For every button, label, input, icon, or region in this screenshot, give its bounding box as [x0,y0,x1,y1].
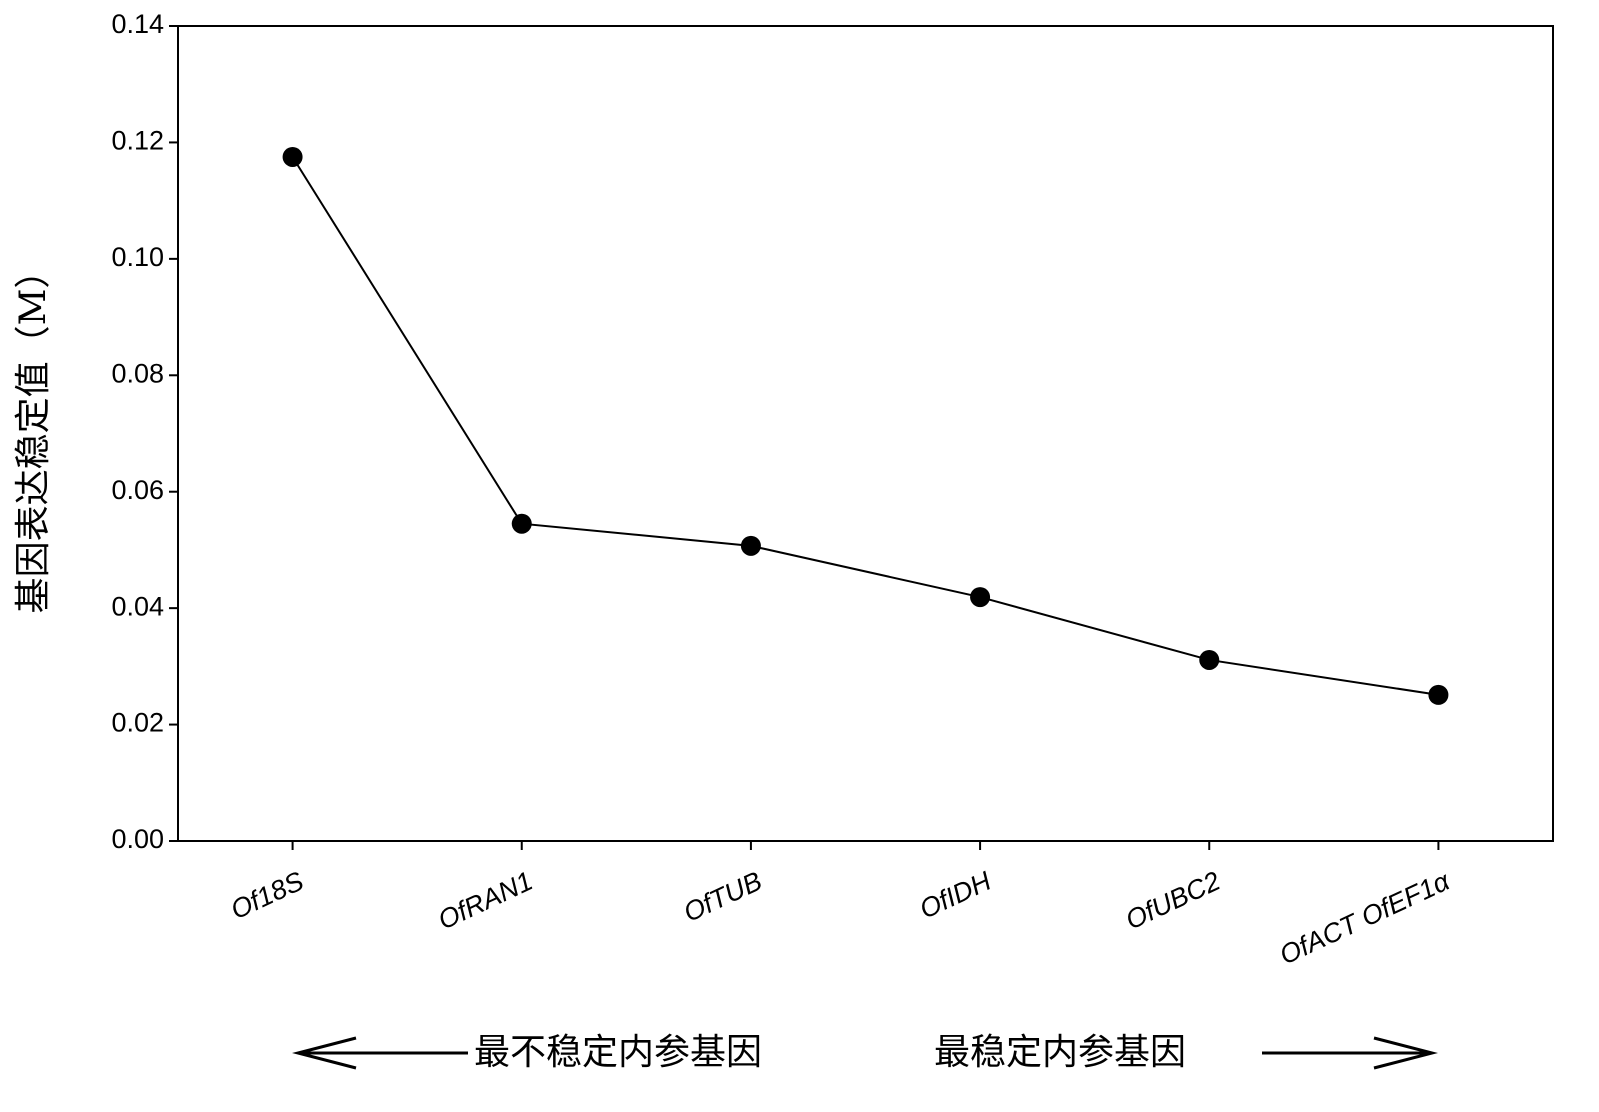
annotation: 最不稳定内参基因 [474,1032,762,1073]
x-tick-label: OfACT OfEF1α [1275,865,1455,970]
y-tick-label: 0.10 [111,242,164,272]
x-tick-label: OfIDH [915,866,996,925]
data-point [1199,650,1219,670]
y-tick-label: 0.02 [111,708,164,738]
y-tick-label: 0.08 [111,358,164,388]
series-line [293,157,1439,695]
x-tick-label: OfRAN1 [434,866,538,936]
y-tick-label: 0.06 [111,475,164,505]
plot-frame [178,26,1553,841]
y-tick-label: 0.00 [111,824,164,854]
x-tick-label: Of18S [226,866,308,926]
y-tick-label: 0.04 [111,591,164,621]
chart: 基因表达稳定值（M） 最不稳定内参基因 最稳定内参基因 0.00 0.02 0.04… [0,0,1599,1112]
data-point [512,514,532,534]
annotation-left: 最不稳定内参基因 [298,1032,762,1073]
annotation-right: 最稳定内参基因 [934,1032,1432,1073]
data-point [1428,685,1448,705]
y-axis-label: 基因表达稳定值（M） [13,253,54,614]
data-point [283,147,303,167]
x-tick-label: OfUBC2 [1121,866,1225,936]
data-point [741,536,761,556]
x-tick-label: OfTUB [679,866,766,928]
y-tick-label: 0.12 [111,126,164,156]
data-point [970,587,990,607]
annotation: 最稳定内参基因 [934,1032,1186,1073]
y-tick-label: 0.14 [111,9,164,39]
